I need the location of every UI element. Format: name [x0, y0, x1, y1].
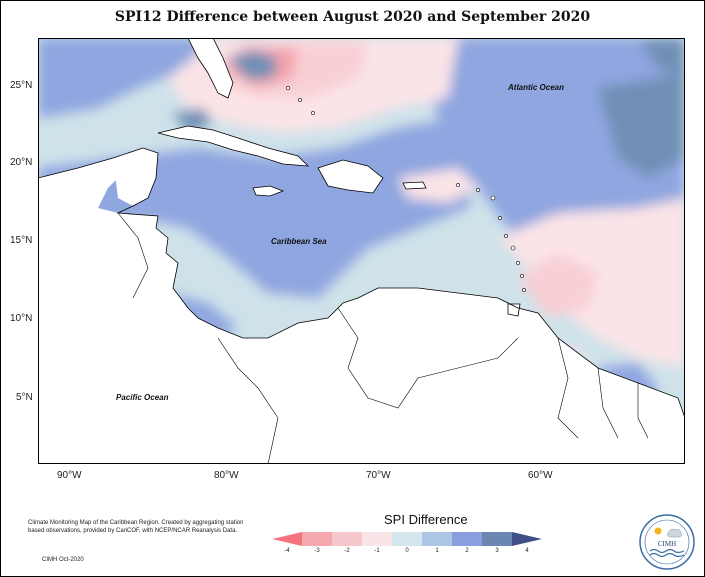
legend-swatch — [512, 532, 542, 546]
legend-tick-label: -3 — [314, 548, 320, 554]
cuba-wet-core — [173, 108, 213, 133]
color-legend — [262, 529, 562, 559]
hispaniola-dry-area — [398, 168, 478, 203]
gulf-wet-area — [38, 38, 208, 118]
land-hispaniola — [318, 160, 383, 193]
legend-tick-label: -1 — [374, 548, 380, 554]
lat-tick-15n: 15°N — [10, 235, 33, 246]
land-cuba — [158, 126, 308, 166]
lon-tick-90w: 90°W — [57, 470, 82, 481]
lon-tick-60w: 60°W — [528, 470, 553, 481]
footer-credit: CIMH Oct-2020 — [42, 557, 84, 563]
atlantic-very-wet-area — [598, 73, 685, 178]
legend-tick-label: 0 — [405, 548, 409, 554]
lon-tick-70w: 70°W — [366, 470, 391, 481]
logo-text: CIMH — [658, 540, 676, 548]
legend-tick-label: -2 — [344, 548, 350, 554]
legend-swatch — [482, 532, 512, 546]
east-caribbean-slight-dry — [518, 253, 598, 318]
lat-tick-10n: 10°N — [10, 313, 33, 324]
legend-tick-label: 4 — [525, 548, 529, 554]
lat-tick-20n: 20°N — [10, 157, 33, 168]
legend-tick-label: -4 — [284, 548, 290, 554]
lesser-antilles — [286, 86, 526, 292]
legend-swatch — [452, 532, 482, 546]
bahamas-wet-core — [228, 50, 278, 80]
land-central-america — [38, 158, 685, 464]
cloud-icon — [667, 528, 682, 538]
legend-swatch — [422, 532, 452, 546]
cimh-logo: CIMH — [638, 513, 696, 571]
map-border — [38, 38, 685, 464]
legend-tick-label: 1 — [435, 548, 439, 554]
legend-swatch — [272, 532, 302, 546]
legend-swatch — [362, 532, 392, 546]
map-panel: Atlantic Ocean Caribbean Sea Pacific Oce… — [38, 38, 685, 464]
legend-swatch — [302, 532, 332, 546]
sun-icon — [654, 527, 662, 535]
legend-bar — [272, 532, 542, 546]
wave-icon — [649, 548, 685, 554]
lat-tick-25n: 25°N — [10, 80, 33, 91]
legend-tick-label: 2 — [465, 548, 469, 554]
land-yucatan — [113, 148, 158, 206]
land-trinidad — [508, 304, 520, 316]
legend-title: SPI Difference — [384, 512, 468, 527]
legend-swatch — [392, 532, 422, 546]
coastlines — [38, 38, 685, 464]
footer-description: Climate Monitoring Map of the Caribbean … — [28, 520, 244, 534]
land-florida — [188, 38, 233, 98]
land-puerto-rico — [403, 182, 426, 189]
legend-swatch — [332, 532, 362, 546]
map-title: SPI12 Difference between August 2020 and… — [114, 9, 591, 25]
caribbean-sea-label: Caribbean Sea — [271, 237, 327, 246]
atlantic-ocean-label: Atlantic Ocean — [507, 83, 564, 92]
lat-tick-5n: 5°N — [16, 392, 33, 403]
atlantic-wet-patch — [638, 38, 685, 78]
pacific-ocean-label: Pacific Ocean — [116, 393, 169, 402]
lon-tick-80w: 80°W — [214, 470, 239, 481]
spi-map: Atlantic Ocean Caribbean Sea Pacific Oce… — [38, 38, 685, 464]
legend-tick-label: 3 — [495, 548, 499, 554]
